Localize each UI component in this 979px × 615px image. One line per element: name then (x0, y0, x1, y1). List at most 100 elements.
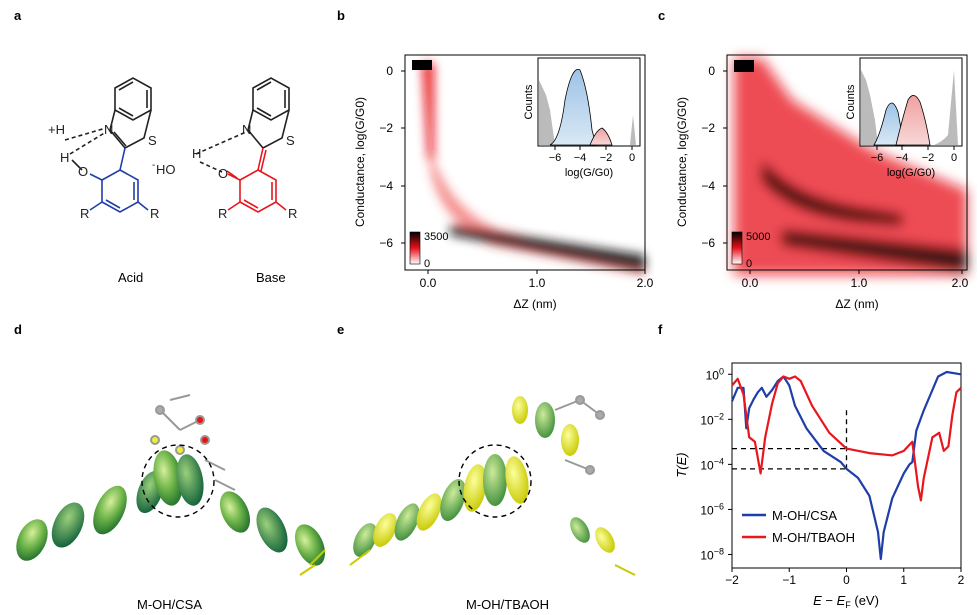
inset-c: −6 −4 −2 0 log(G/G0) Counts (845, 57, 963, 179)
xtick-c-2: 2.0 (952, 276, 969, 290)
heatmap-b (405, 55, 645, 275)
electrode-sticks-e (349, 549, 636, 576)
inset-b-xtick-0: −6 (549, 152, 562, 164)
legend-label-tbaoh: M-OH/TBAOH (772, 530, 855, 545)
acid-atom-r2: R (150, 206, 159, 221)
colorbar-c-min: 0 (746, 258, 752, 270)
series-line-0 (730, 370, 962, 561)
ytick-f-3: 10−6 (700, 501, 724, 517)
xtick-f-3: 1 (900, 573, 907, 587)
xtick-f-2: 0 (843, 573, 850, 587)
panel-f-chart: 100 10−2 10−4 10−6 10−8 −2 −1 0 1 2 M-OH… (674, 362, 965, 610)
molecule-sticks-d (150, 394, 236, 491)
xticks-c: 0.0 1.0 2.0 (742, 270, 969, 290)
highlight-circle-d (141, 444, 215, 518)
colorbar-c: 5000 0 (731, 231, 770, 270)
ytick-b-3: −6 (379, 236, 393, 250)
electrode-sticks-d (299, 549, 326, 576)
xlabel-b: ΔZ (nm) (513, 297, 556, 311)
panel-c-chart: 0 −2 −4 −6 0.0 1.0 2.0 ΔZ (nm) Conductan… (675, 54, 969, 311)
yticks-b: 0 −2 −4 −6 (379, 64, 405, 250)
inset-b-xtick-2: −2 (600, 152, 613, 164)
inset-b-ylabel: Counts (523, 84, 535, 119)
orbital-lobes-d (16, 450, 326, 566)
panel-e-letter: e (337, 322, 345, 337)
caption-d: M-OH/CSA (137, 597, 202, 612)
acid-atom-plus-h: +H (48, 122, 65, 137)
acid-atom-r1: R (80, 206, 89, 221)
colorbar-b: 3500 0 (409, 231, 448, 270)
ytick-b-0: 0 (386, 64, 393, 78)
ytick-c-2: −4 (701, 179, 715, 193)
panel-a-letter: a (14, 8, 22, 23)
base-atom-ho: HO (156, 162, 176, 177)
orbital-lobes-e (353, 396, 615, 557)
panel-c-letter: c (658, 8, 666, 23)
ytick-b-1: −2 (379, 121, 393, 135)
acid-structure (64, 77, 152, 213)
base-atom-r2: R (288, 206, 297, 221)
panel-d-letter: d (14, 322, 22, 337)
ylabel-f: T(E) (674, 452, 689, 477)
xlabel-f: E − EF (eV) (813, 593, 879, 610)
xtick-c-0: 0.0 (742, 276, 759, 290)
legend-f: M-OH/CSA M-OH/TBAOH (742, 508, 855, 545)
panel-e-orbital (349, 395, 636, 576)
ytick-c-0: 0 (708, 64, 715, 78)
xticks-f: −2 −1 0 1 2 (725, 573, 965, 587)
base-atom-minus: - (152, 160, 155, 171)
base-atom-s: S (286, 133, 295, 148)
ylabel-b: Conductance, log(G/G0) (353, 97, 367, 227)
ytick-c-1: −2 (701, 121, 715, 135)
inset-c-xtick-0: −6 (871, 152, 884, 164)
highlight-circle-e (458, 444, 532, 518)
xtick-b-2: 2.0 (637, 276, 654, 290)
yticks-c: 0 −2 −4 −6 (701, 64, 727, 250)
inset-c-ylabel: Counts (845, 84, 857, 119)
acid-atom-s: S (148, 133, 157, 148)
panel-b-letter: b (337, 8, 345, 23)
ytick-c-3: −6 (701, 236, 715, 250)
ytick-f-1: 10−2 (700, 411, 724, 427)
panel-f-letter: f (658, 322, 663, 337)
xtick-f-0: −2 (725, 573, 739, 587)
xtick-f-4: 2 (958, 573, 965, 587)
ytick-f-2: 10−4 (700, 456, 724, 472)
base-label: Base (256, 270, 286, 285)
base-atoms: N S O H HO - R R (152, 122, 297, 221)
acid-atoms: N S O H +H R R (48, 122, 159, 221)
axes-frame-c (726, 54, 968, 271)
series-f (730, 370, 962, 561)
acid-atom-n: N (104, 122, 113, 137)
axes-frame-b (404, 54, 646, 271)
xtick-f-1: −1 (782, 573, 796, 587)
xtick-b-1: 1.0 (529, 276, 546, 290)
legend-label-csa: M-OH/CSA (772, 508, 837, 523)
inset-c-xlabel: log(G/G0) (887, 167, 935, 179)
yticks-f: 100 10−2 10−4 10−6 10−8 (700, 366, 724, 562)
inset-b-xlabel: log(G/G0) (565, 167, 613, 179)
colorbar-b-min: 0 (424, 258, 430, 270)
ytick-b-2: −4 (379, 179, 393, 193)
xtick-c-1: 1.0 (851, 276, 868, 290)
xtick-b-0: 0.0 (420, 276, 437, 290)
ytick-f-4: 10−8 (700, 546, 724, 562)
inset-b-xtick-3: 0 (629, 152, 635, 164)
panel-d-orbital (16, 394, 326, 576)
reference-lines-f (728, 373, 962, 572)
series-line-1 (731, 375, 962, 502)
base-atom-r1: R (218, 206, 227, 221)
inset-c-xtick-2: −2 (922, 152, 935, 164)
xlabel-c: ΔZ (nm) (835, 297, 878, 311)
acid-label: Acid (118, 270, 144, 285)
inset-b: −6 −4 −2 0 log(G/G0) Counts (523, 57, 641, 179)
colorbar-c-max: 5000 (746, 231, 770, 243)
ylabel-c: Conductance, log(G/G0) (675, 97, 689, 227)
base-atom-o: O (218, 166, 228, 181)
inset-b-xtick-1: −4 (574, 152, 587, 164)
acid-atom-h: H (60, 150, 69, 165)
ytick-f-0: 100 (706, 366, 724, 382)
plot-area-f: 100 10−2 10−4 10−6 10−8 −2 −1 0 1 2 M-OH… (700, 362, 965, 587)
inset-c-xtick-3: 0 (951, 152, 957, 164)
molecule-sticks-e (554, 395, 605, 475)
